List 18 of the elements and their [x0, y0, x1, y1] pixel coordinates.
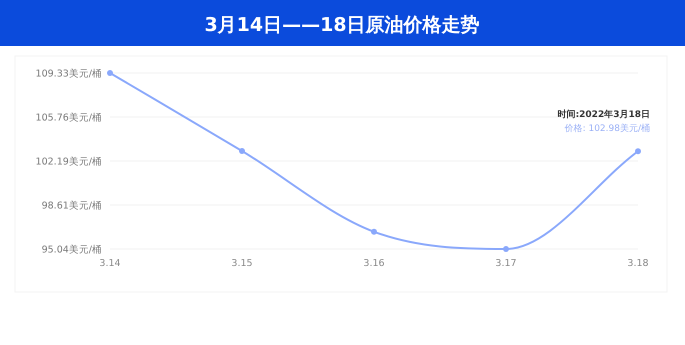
y-tick-label: 98.61美元/桶	[42, 200, 102, 212]
annotation: 价格: 102.98美元/桶	[564, 123, 650, 134]
annotation: 时间:2022年3月18日	[558, 109, 650, 120]
chart-title: 3月14日——18日原油价格走势	[204, 14, 480, 36]
point	[371, 228, 377, 235]
point	[239, 148, 245, 154]
x-tick-label: 3.18	[627, 258, 649, 269]
x-tick-label: 3.14	[99, 258, 121, 269]
y-tick-label: 95.04美元/桶	[42, 244, 102, 256]
x-tick-label: 3.17	[495, 258, 517, 269]
x-tick-label: 3.15	[231, 258, 253, 269]
y-tick-label: 102.19美元/桶	[36, 155, 102, 168]
y-tick-label: 109.33美元/桶	[36, 68, 102, 80]
point	[503, 246, 509, 252]
x-tick-label: 3.16	[363, 258, 385, 269]
point	[635, 148, 641, 154]
y-tick-label: 105.76美元/桶	[36, 111, 102, 124]
point	[107, 70, 113, 76]
